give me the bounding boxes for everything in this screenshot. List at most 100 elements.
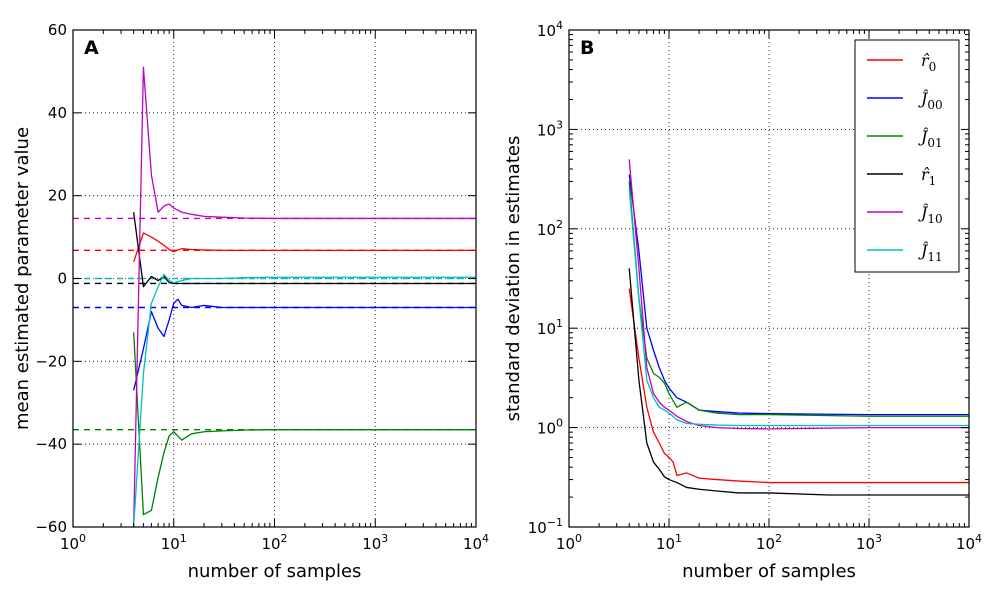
x-tick-label: 102 [756, 532, 782, 553]
x-tick-label: 103 [362, 532, 388, 553]
x-tick-label-exp: 0 [79, 532, 86, 545]
series-line-J01 [133, 332, 476, 516]
series-line-r0 [628, 288, 969, 484]
y-tick-label: 100 [537, 417, 563, 438]
legend-symbol: r̂ [921, 165, 930, 184]
x-tick-label-exp: 2 [281, 532, 288, 545]
legend-symbol: Ĵ [918, 241, 929, 260]
legend-symbol: Ĵ [918, 89, 929, 108]
x-tick-label-exp: 2 [775, 532, 782, 545]
y-tick-label: 0 [57, 270, 67, 288]
y-tick-label: 60 [48, 21, 67, 39]
y-tick-label-base: 10 [537, 320, 556, 338]
legend-subscript: 01 [927, 136, 942, 150]
y-tick-label: 20 [48, 187, 67, 205]
x-tick-label-exp: 3 [875, 532, 882, 545]
legend-label: r̂1 [921, 165, 936, 188]
legend-box [854, 39, 960, 273]
x-tick-label-exp: 0 [575, 532, 582, 545]
y-tick-label: −40 [35, 435, 67, 453]
x-tick-label-exp: 4 [975, 532, 982, 545]
x-tick-label-base: 10 [261, 535, 280, 553]
x-tick-label: 100 [556, 532, 582, 553]
legend-symbol: Ĵ [918, 203, 929, 222]
x-tick-label: 101 [656, 532, 682, 553]
series-line-J10 [628, 159, 969, 430]
y-tick-label-base: 10 [537, 22, 556, 40]
x-axis-label: number of samples [188, 561, 362, 582]
legend-symbol: r̂ [921, 51, 930, 70]
series-line-J10 [133, 66, 476, 527]
legend-item-J00: Ĵ00 [867, 89, 943, 112]
y-tick-label-exp: 1 [556, 317, 563, 330]
y-tick-label: −20 [35, 352, 67, 370]
x-tick-label-base: 10 [956, 535, 975, 553]
x-tick-label-base: 10 [362, 535, 381, 553]
y-tick-label-base: 10 [537, 121, 556, 139]
x-tick-label: 103 [856, 532, 882, 553]
y-tick-label: 101 [537, 317, 563, 338]
y-tick-label: 40 [48, 104, 67, 122]
legend-subscript: 11 [927, 250, 942, 264]
series-line-J00 [628, 174, 969, 416]
x-tick-label: 102 [261, 532, 287, 553]
x-tick-label-base: 10 [161, 535, 180, 553]
legend-item-J10: Ĵ10 [867, 203, 943, 226]
legend-label: Ĵ01 [918, 127, 943, 150]
y-tick-label-base: 10 [537, 221, 556, 239]
x-tick-label: 101 [161, 532, 187, 553]
x-tick-label-base: 10 [756, 535, 775, 553]
x-tick-label: 100 [60, 532, 86, 553]
legend-item-J11: Ĵ11 [867, 241, 943, 264]
x-tick-label-base: 10 [856, 535, 875, 553]
legend-label: Ĵ00 [918, 89, 943, 112]
x-tick-label: 104 [956, 532, 982, 553]
series-line-r1 [628, 268, 969, 496]
legend-subscript: 00 [927, 98, 942, 112]
panel-letter: B [580, 37, 594, 59]
x-tick-label-exp: 3 [381, 532, 388, 545]
y-axis-label: standard deviation in estimates [503, 136, 524, 422]
y-tick-label: 10−1 [528, 516, 563, 537]
y-tick-label: 103 [537, 118, 563, 139]
x-tick-label-base: 10 [556, 535, 575, 553]
legend-item-r0: r̂0 [867, 51, 936, 74]
x-tick-label: 104 [463, 532, 489, 553]
y-tick-label: 102 [537, 218, 563, 239]
y-tick-label-exp: 3 [556, 118, 563, 131]
panel-b: 100 101 102 103 10410410310210110010−1Bnumbe… [503, 19, 982, 582]
legend-label: Ĵ10 [918, 203, 943, 226]
legend-label: Ĵ11 [918, 241, 943, 264]
series-line-J11 [628, 189, 969, 427]
x-tick-label-base: 10 [656, 535, 675, 553]
y-tick-label: 104 [537, 19, 563, 40]
legend-subscript: 0 [929, 60, 937, 74]
series-line-J00 [133, 298, 476, 391]
y-tick-label: −60 [35, 518, 67, 536]
y-tick-label-exp: 0 [556, 417, 563, 430]
series-line-J01 [628, 181, 969, 417]
legend-symbol: Ĵ [918, 127, 929, 146]
series-line-J11 [133, 273, 476, 527]
legend-item-r1: r̂1 [867, 165, 936, 188]
x-tick-label-base: 10 [60, 535, 79, 553]
y-axis-label: mean estimated parameter value [12, 127, 33, 430]
plot-frame [568, 29, 970, 528]
series-line-r1 [133, 212, 476, 288]
x-tick-label-exp: 4 [482, 532, 489, 545]
x-tick-label-exp: 1 [180, 532, 187, 545]
panel-letter: A [84, 37, 99, 59]
y-tick-label-exp: −1 [547, 516, 563, 529]
legend-label: r̂0 [921, 51, 936, 74]
x-tick-label-exp: 1 [675, 532, 682, 545]
y-tick-label-exp: 2 [556, 218, 563, 231]
y-tick-label-base: 10 [537, 420, 556, 438]
legend-subscript: 10 [927, 212, 942, 226]
y-tick-label-base: 10 [528, 519, 547, 537]
legend-item-J01: Ĵ01 [867, 127, 943, 150]
series-line-r0 [133, 232, 476, 263]
